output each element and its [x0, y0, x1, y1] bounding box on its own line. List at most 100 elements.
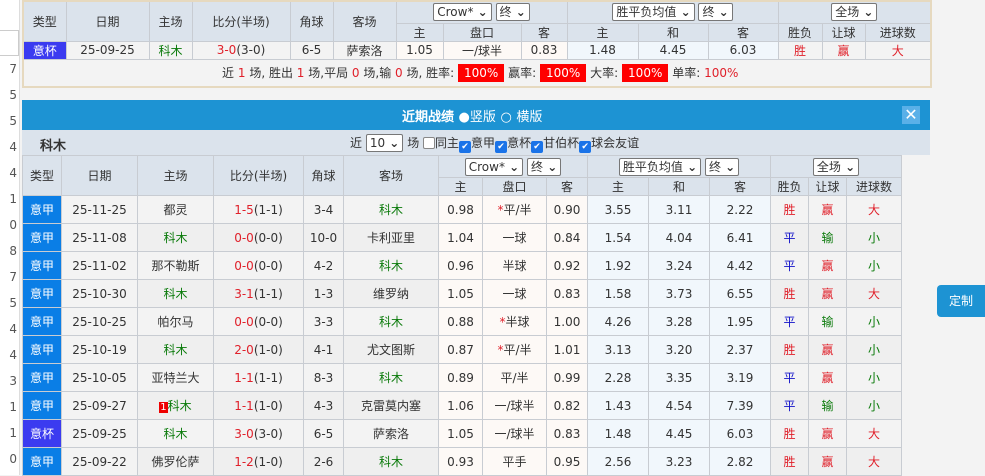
match-row[interactable]: 意甲 25-10-30 科木 3-1(1-1) 1-3 维罗纳 1.05 一球 … [22, 279, 903, 308]
home-team-name[interactable]: 帕尔马 [157, 315, 194, 329]
score[interactable]: 3-0(3-0) [213, 419, 304, 448]
time-select[interactable]: 终 [495, 3, 530, 22]
radio-horizontal[interactable]: ○ [500, 110, 512, 125]
score[interactable]: 3-0(3-0) [191, 40, 291, 60]
filter-checkbox[interactable] [423, 137, 436, 149]
filter-checkbox[interactable]: ✔ [531, 141, 544, 153]
match-type[interactable]: 意甲 [22, 195, 62, 224]
home-team-name[interactable]: 那不勒斯 [151, 259, 200, 273]
time-select-2[interactable]: 终 [704, 157, 740, 176]
match-type[interactable]: 意杯 [22, 40, 67, 60]
filter-checkbox[interactable]: ✔ [579, 141, 592, 153]
match-type[interactable]: 意甲 [22, 447, 62, 476]
match-row[interactable]: 意甲 25-11-08 科木 0-0(0-0) 10-0 卡利亚里 1.04 一… [22, 223, 903, 252]
avg-select[interactable]: 胜平负均值 [612, 3, 695, 22]
match-row[interactable]: 意甲 25-11-25 都灵 1-5(1-1) 3-4 科木 0.98 *平/半… [22, 195, 903, 224]
home-team-name[interactable]: 佛罗伦萨 [151, 455, 200, 469]
score[interactable]: 3-1(1-1) [213, 279, 304, 308]
match-type[interactable]: 意甲 [22, 335, 62, 364]
away-team[interactable]: 卡利亚里 [343, 223, 439, 252]
score[interactable]: 1-1(1-1) [213, 363, 304, 392]
summary-text: 场, 胜出 [249, 66, 293, 81]
home-team-name[interactable]: 科木 [163, 343, 188, 357]
home-team[interactable]: 科木 [137, 279, 214, 308]
home-team-name[interactable]: 科木 [163, 427, 188, 441]
score[interactable]: 0-0(0-0) [213, 251, 304, 280]
home-team[interactable]: 亚特兰大 [137, 363, 214, 392]
away-team[interactable]: 科木 [343, 195, 439, 224]
home-team-name[interactable]: 科木 [167, 399, 192, 413]
company-select[interactable]: Crow* [464, 157, 524, 176]
home-team[interactable]: 1科木 [137, 391, 214, 420]
time-select[interactable]: 终 [527, 157, 562, 176]
match-type[interactable]: 意甲 [22, 363, 62, 392]
summary-text: 单率: [672, 66, 701, 81]
match-row[interactable]: 意杯 25-09-25 科木 3-0(3-0) 6-5 萨索洛 1.05 一/球… [22, 419, 903, 448]
score[interactable]: 1-5(1-1) [213, 195, 304, 224]
score[interactable]: 1-1(1-0) [213, 391, 304, 420]
match-row[interactable]: 意杯 25-09-25 科木 3-0(3-0) 6-5 萨索洛 1.05 一/球… [22, 40, 932, 60]
home-team-name[interactable]: 亚特兰大 [151, 371, 200, 385]
goals-result: 小 [846, 251, 903, 280]
time-select-2[interactable]: 终 [698, 3, 733, 22]
match-row[interactable]: 意甲 25-10-25 帕尔马 0-0(0-0) 3-3 科木 0.88 *半球… [22, 307, 903, 336]
match-type[interactable]: 意甲 [22, 223, 62, 252]
match-type[interactable]: 意甲 [22, 391, 62, 420]
home-team-name[interactable]: 都灵 [163, 203, 188, 217]
match-type[interactable]: 意甲 [22, 251, 62, 280]
match-row[interactable]: 意甲 25-11-02 那不勒斯 0-0(0-0) 4-2 科木 0.96 半球… [22, 251, 903, 280]
score[interactable]: 0-0(0-0) [213, 307, 304, 336]
match-type[interactable]: 意甲 [22, 279, 62, 308]
result: 平 [770, 223, 810, 252]
away-team[interactable]: 萨索洛 [332, 40, 397, 60]
win-odds: 1.54 [587, 223, 650, 252]
radio-vertical[interactable]: ● [458, 110, 470, 125]
radio-vertical-label[interactable]: 竖版 [469, 110, 496, 125]
home-team[interactable]: 科木 [137, 335, 214, 364]
score[interactable]: 0-0(0-0) [213, 223, 304, 252]
filter-checkbox[interactable]: ✔ [495, 141, 508, 153]
match-type[interactable]: 意甲 [22, 307, 62, 336]
away-team[interactable]: 科木 [343, 363, 439, 392]
full-score: 3-1 [234, 286, 254, 301]
full-score: 0-0 [234, 258, 254, 273]
match-row[interactable]: 意甲 25-09-27 1科木 1-1(1-0) 4-3 克雷莫内塞 1.06 … [22, 391, 903, 420]
close-icon[interactable]: ✕ [902, 106, 920, 124]
home-team[interactable]: 科木 [137, 223, 214, 252]
home-team-name[interactable]: 科木 [163, 287, 188, 301]
home-team[interactable]: 佛罗伦萨 [137, 447, 214, 476]
home-team[interactable]: 帕尔马 [137, 307, 214, 336]
company-select[interactable]: Crow* [433, 3, 492, 22]
handicap-selectors: Crow* 终 [395, 0, 568, 24]
match-date: 25-09-25 [65, 40, 150, 60]
home-team[interactable]: 科木 [148, 40, 193, 60]
avg-select[interactable]: 胜平负均值 [618, 157, 702, 176]
away-team[interactable]: 维罗纳 [343, 279, 439, 308]
match-type[interactable]: 意杯 [22, 419, 62, 448]
away-team[interactable]: 科木 [343, 307, 439, 336]
away-team[interactable]: 科木 [343, 251, 439, 280]
home-team[interactable]: 科木 [137, 419, 214, 448]
half-score: (0-0) [253, 230, 283, 245]
period-select[interactable]: 全场 [812, 157, 860, 176]
match-count-select[interactable]: 10 [365, 134, 404, 152]
away-team[interactable]: 克雷莫内塞 [343, 391, 439, 420]
home-team[interactable]: 都灵 [137, 195, 214, 224]
customize-button[interactable]: 定制 [937, 285, 985, 317]
match-row[interactable]: 意甲 25-10-19 科木 2-0(1-0) 4-1 尤文图斯 0.87 *平… [22, 335, 903, 364]
period-select[interactable]: 全场 [831, 3, 878, 22]
background-number: 3 [9, 374, 17, 388]
match-row[interactable]: 意甲 25-09-22 佛罗伦萨 1-2(1-0) 2-6 科木 0.93 平手… [22, 447, 903, 476]
home-team-name[interactable]: 科木 [158, 43, 183, 58]
match-row[interactable]: 意甲 25-10-05 亚特兰大 1-1(1-1) 8-3 科木 0.89 平/… [22, 363, 903, 392]
score[interactable]: 2-0(1-0) [213, 335, 304, 364]
away-team[interactable]: 科木 [343, 447, 439, 476]
filter-checkbox[interactable]: ✔ [459, 141, 472, 153]
radio-horizontal-label[interactable]: 横版 [516, 110, 543, 125]
away-team[interactable]: 尤文图斯 [343, 335, 439, 364]
home-team[interactable]: 那不勒斯 [137, 251, 214, 280]
away-team[interactable]: 萨索洛 [343, 419, 439, 448]
loss-odds: 6.41 [709, 223, 772, 252]
score[interactable]: 1-2(1-0) [213, 447, 304, 476]
home-team-name[interactable]: 科木 [163, 231, 188, 245]
